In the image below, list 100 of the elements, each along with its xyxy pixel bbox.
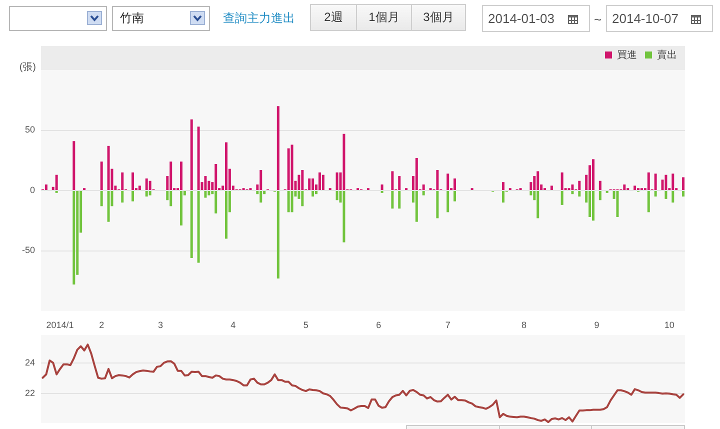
bar	[560, 191, 564, 205]
bar	[454, 178, 456, 190]
bar	[121, 191, 124, 203]
bar	[682, 191, 685, 197]
bar	[224, 191, 228, 239]
bar	[342, 191, 346, 242]
bar	[598, 191, 602, 200]
y-tick-label: 22	[24, 388, 35, 398]
bar	[214, 191, 218, 214]
bar	[276, 191, 280, 278]
text: 3個月	[411, 5, 465, 30]
y-tick-label: 24	[24, 357, 35, 368]
bar	[301, 170, 304, 190]
bar	[204, 191, 207, 198]
bar	[72, 141, 76, 190]
bar	[170, 191, 172, 206]
x-tick-label: 2	[99, 320, 104, 330]
bar	[132, 172, 134, 190]
bar	[588, 191, 592, 218]
text: ~	[594, 12, 602, 28]
bar	[664, 174, 668, 190]
bar	[454, 191, 456, 202]
bar	[536, 171, 540, 190]
bar	[148, 191, 152, 196]
bar	[664, 191, 668, 199]
x-tick-label: 2014/1	[46, 320, 74, 330]
bar	[422, 191, 425, 196]
bar	[398, 176, 401, 190]
bar	[571, 191, 574, 194]
bar	[301, 191, 304, 206]
bar	[308, 178, 311, 190]
x-tick-label: 10	[664, 320, 674, 330]
bar	[342, 134, 346, 190]
bar	[422, 184, 425, 190]
bar	[578, 191, 581, 197]
bar	[312, 178, 314, 190]
bar	[121, 172, 124, 190]
x-tick-label: 7	[445, 320, 450, 330]
bar	[623, 184, 626, 190]
bar	[287, 191, 290, 212]
bar	[502, 191, 504, 203]
bar	[502, 182, 504, 190]
bar	[44, 184, 48, 190]
bar	[100, 191, 103, 206]
bar	[436, 191, 439, 218]
text: 查詢主力進出	[223, 10, 295, 27]
y-tick-label: 50	[24, 124, 35, 135]
bar	[55, 174, 58, 190]
bar	[446, 174, 450, 190]
bar	[197, 126, 200, 190]
y-tick-label: 0	[30, 184, 35, 195]
bar	[197, 191, 200, 263]
bar	[415, 158, 418, 190]
text: 2週	[323, 9, 344, 26]
bar	[107, 146, 110, 190]
bar	[647, 172, 650, 190]
bar	[654, 174, 657, 190]
bar	[214, 164, 218, 190]
bar	[672, 191, 674, 203]
bar	[260, 170, 262, 190]
bar	[190, 191, 193, 258]
bar	[290, 191, 294, 212]
x-tick-label: 6	[376, 320, 382, 330]
bar	[224, 142, 228, 190]
bar	[398, 191, 401, 209]
x-tick-label: 9	[594, 320, 600, 330]
bar	[647, 191, 650, 212]
bar	[391, 171, 394, 190]
bar	[260, 191, 262, 203]
y-tick-label: -50	[22, 245, 35, 256]
bar	[180, 162, 182, 190]
bar	[287, 148, 290, 190]
bar	[318, 172, 321, 190]
bar	[100, 162, 103, 190]
bar	[72, 191, 76, 284]
bar	[204, 176, 207, 190]
bar	[148, 180, 152, 190]
bar	[170, 162, 172, 190]
y-axis-title: (張)	[19, 62, 36, 73]
bar	[536, 191, 540, 218]
bar	[290, 144, 294, 190]
bar	[138, 186, 141, 190]
bar	[616, 191, 619, 218]
legend-label: 買進	[617, 48, 637, 61]
bar	[380, 184, 384, 190]
bar	[560, 172, 564, 190]
bar	[446, 191, 450, 212]
text: 1個月	[356, 5, 411, 30]
bar	[145, 191, 148, 197]
text: 竹南	[120, 11, 144, 25]
bar	[312, 191, 314, 197]
bar	[578, 180, 581, 190]
text: 2014-01-03	[488, 11, 554, 26]
text: 2014-10-07	[612, 11, 678, 26]
x-tick-label: 4	[230, 320, 236, 330]
bar	[336, 172, 338, 190]
bar	[276, 106, 280, 190]
bar	[682, 177, 685, 190]
bar	[592, 159, 594, 190]
bar	[415, 191, 418, 222]
